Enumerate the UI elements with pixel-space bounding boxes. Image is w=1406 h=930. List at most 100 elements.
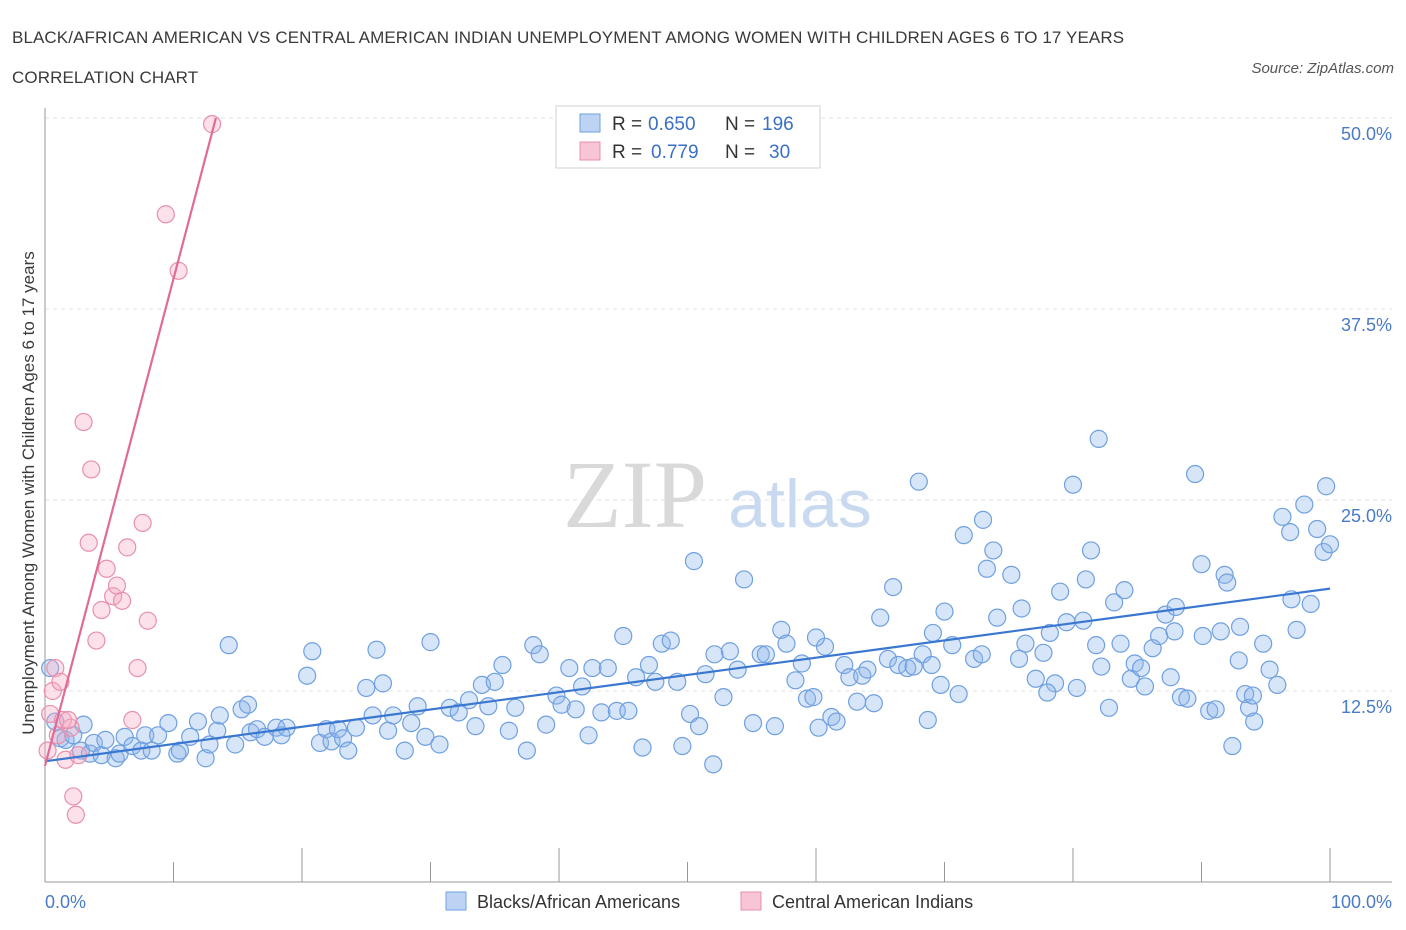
- point-blacks: [988, 608, 1007, 627]
- point-blacks: [402, 713, 421, 733]
- point-blacks: [804, 688, 823, 707]
- point-blacks: [1067, 678, 1086, 698]
- point-blacks: [871, 608, 890, 627]
- point-blacks: [751, 645, 770, 664]
- point-blacks: [734, 570, 754, 589]
- point-central-american-indians: [87, 631, 106, 650]
- point-blacks: [777, 634, 796, 653]
- point-blacks: [506, 698, 525, 717]
- point-blacks: [1034, 643, 1053, 662]
- legend-r-value-1: 0.650: [648, 114, 696, 135]
- point-blacks: [188, 712, 208, 731]
- point-blacks: [954, 526, 973, 545]
- point-blacks: [1051, 582, 1070, 601]
- legend-r-value-2: 0.779: [651, 142, 699, 163]
- point-blacks: [136, 726, 155, 745]
- point-blacks: [614, 626, 633, 646]
- point-blacks: [416, 727, 435, 746]
- point-blacks: [1320, 535, 1340, 554]
- point-blacks: [524, 636, 543, 655]
- point-blacks: [530, 645, 549, 664]
- point-blacks: [583, 658, 602, 678]
- point-blacks: [346, 718, 366, 737]
- point-blacks: [1218, 573, 1237, 592]
- point-blacks: [1092, 657, 1111, 676]
- point-blacks: [1135, 677, 1155, 696]
- point-blacks: [673, 736, 692, 756]
- point-central-american-indians: [118, 538, 137, 557]
- legend-r-label-1: R =: [612, 114, 642, 135]
- point-blacks: [806, 628, 826, 647]
- point-blacks: [661, 631, 680, 650]
- legend-swatch-pink: [579, 141, 601, 161]
- legend-n-value-1: 196: [762, 114, 794, 135]
- point-central-american-indians: [138, 611, 157, 630]
- y-axis-label: Unemployment Among Women with Children A…: [19, 251, 38, 735]
- y-tick-label: 50.0%: [1341, 124, 1392, 144]
- point-blacks: [1185, 464, 1205, 484]
- point-blacks: [689, 717, 709, 736]
- point-blacks: [1009, 649, 1029, 669]
- point-blacks: [196, 749, 215, 768]
- point-blacks: [1229, 651, 1248, 670]
- point-blacks: [517, 741, 536, 760]
- point-central-american-indians: [59, 710, 78, 730]
- legend-r-label-2: R =: [612, 142, 642, 163]
- point-blacks: [898, 658, 917, 678]
- top-legend: R = 0.650 N = 196 R = 0.779 N = 30: [555, 105, 821, 169]
- point-blacks: [704, 755, 723, 774]
- point-blacks: [1287, 620, 1306, 639]
- point-blacks: [973, 510, 993, 529]
- point-blacks: [972, 645, 991, 664]
- point-blacks: [922, 655, 941, 675]
- point-central-american-indians: [66, 805, 85, 824]
- point-blacks: [1105, 593, 1124, 612]
- gridlines: [45, 117, 1392, 692]
- point-blacks: [827, 712, 846, 731]
- point-blacks: [1308, 519, 1327, 539]
- x-tick-labels: 0.0% 100.0%: [45, 892, 1392, 912]
- bottom-legend: Blacks/African Americans Central America…: [445, 891, 973, 912]
- axes: [44, 108, 1392, 883]
- trend-lines: [43, 117, 1331, 767]
- point-central-american-indians: [51, 672, 70, 691]
- point-blacks: [904, 657, 923, 676]
- point-blacks: [765, 717, 784, 736]
- point-blacks: [1193, 626, 1212, 646]
- point-blacks: [566, 700, 585, 719]
- point-blacks: [923, 623, 943, 643]
- source-label: Source: ZipAtlas.com: [1251, 60, 1394, 77]
- bottom-legend-label-pink: Central American Indians: [772, 892, 973, 912]
- point-blacks: [1295, 495, 1314, 514]
- point-blacks: [772, 620, 791, 639]
- watermark: ZIP atlas: [563, 441, 872, 548]
- point-blacks: [430, 735, 449, 754]
- point-blacks: [1161, 668, 1180, 687]
- point-blacks: [1038, 683, 1057, 702]
- point-blacks: [378, 721, 398, 740]
- point-blacks: [1045, 674, 1065, 693]
- point-blacks: [1040, 623, 1059, 643]
- point-blacks: [210, 706, 229, 725]
- point-blacks: [159, 713, 178, 733]
- point-blacks: [579, 726, 598, 745]
- point-blacks: [1314, 542, 1333, 562]
- point-blacks: [1171, 688, 1191, 707]
- point-blacks: [1132, 658, 1151, 678]
- point-blacks: [499, 721, 518, 740]
- y-tick-label: 25.0%: [1341, 506, 1392, 526]
- point-blacks: [918, 710, 937, 730]
- chart-title: BLACK/AFRICAN AMERICAN VS CENTRAL AMERIC…: [12, 28, 1125, 87]
- point-blacks: [883, 577, 903, 597]
- point-blacks: [142, 741, 161, 760]
- x-tick-label: 0.0%: [45, 892, 86, 912]
- point-blacks: [238, 695, 258, 714]
- point-central-american-indians: [43, 681, 62, 701]
- point-blacks: [1099, 698, 1119, 717]
- series-central-american-indians-points: [38, 115, 222, 824]
- point-blacks: [858, 660, 877, 679]
- point-central-american-indians: [97, 559, 116, 578]
- legend-swatch-blue: [579, 113, 601, 133]
- point-blacks: [303, 642, 322, 661]
